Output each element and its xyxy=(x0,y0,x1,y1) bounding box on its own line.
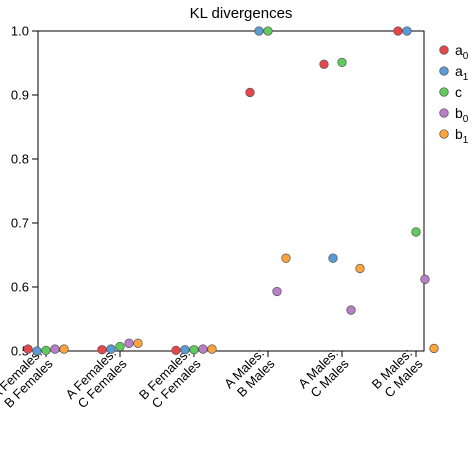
chart-title: KL divergences xyxy=(190,5,293,22)
legend-marker xyxy=(439,87,449,97)
data-point xyxy=(97,345,107,355)
data-points xyxy=(23,26,439,356)
data-point xyxy=(420,274,430,284)
data-point xyxy=(198,344,208,354)
legend-label: c xyxy=(455,84,462,100)
data-point xyxy=(59,344,69,354)
data-point xyxy=(272,286,282,297)
data-point xyxy=(346,305,356,315)
y-tick-label: 0.9 xyxy=(11,88,29,103)
data-point xyxy=(133,338,143,348)
data-point xyxy=(393,26,403,36)
x-tick-label: A Females:B Females xyxy=(0,345,56,410)
data-point xyxy=(207,344,217,354)
x-tick-label: A Males:C Males xyxy=(295,345,352,400)
y-tick-label: 0.7 xyxy=(11,216,29,231)
legend-label: a0 xyxy=(455,42,469,62)
data-point xyxy=(245,87,255,98)
data-point xyxy=(115,341,125,352)
data-point xyxy=(281,253,291,263)
legend-marker xyxy=(439,129,449,139)
legend-label: a1 xyxy=(455,63,469,83)
data-point xyxy=(189,345,199,355)
data-point xyxy=(328,253,338,263)
data-point xyxy=(50,344,60,354)
data-point xyxy=(23,344,33,354)
legend-marker xyxy=(439,66,449,76)
legend-label: b1 xyxy=(455,126,469,146)
data-point xyxy=(429,343,439,354)
data-point xyxy=(337,57,347,68)
data-point xyxy=(355,263,365,274)
legend-marker xyxy=(439,45,449,55)
plot-frame xyxy=(37,30,425,352)
data-point xyxy=(411,227,421,237)
data-point xyxy=(32,346,42,356)
axes: 0.50.60.70.80.91.0A Females:B Females A F… xyxy=(0,24,426,412)
data-point xyxy=(171,345,181,356)
legend-label: b0 xyxy=(455,105,469,125)
y-tick-label: 1.0 xyxy=(11,24,29,39)
x-tick-label: B Males:C Males xyxy=(369,345,426,400)
y-tick-label: 0.8 xyxy=(11,152,29,167)
data-point xyxy=(319,59,329,69)
y-tick-label: 0.6 xyxy=(11,280,29,295)
data-point xyxy=(254,26,264,36)
data-point xyxy=(106,344,116,354)
data-point xyxy=(180,345,190,355)
x-tick-label: A Males:B Males xyxy=(221,345,278,399)
legend-marker xyxy=(439,108,449,118)
data-point xyxy=(263,26,273,36)
data-point xyxy=(124,338,134,348)
data-point xyxy=(41,345,51,356)
data-point xyxy=(402,26,412,36)
